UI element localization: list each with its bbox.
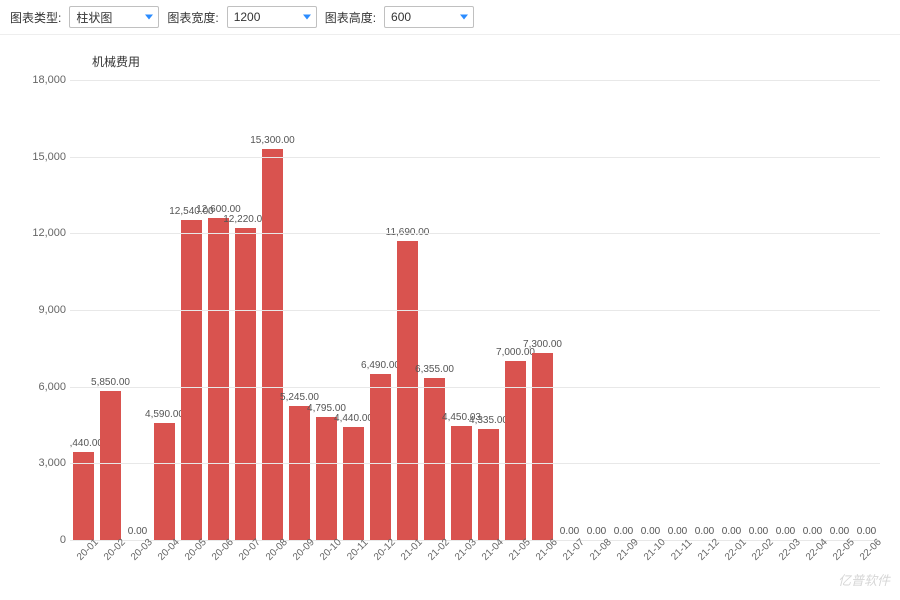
chart-bar[interactable] [424,378,445,540]
chart-type-value: 柱状图 [76,9,112,26]
bar-value-label: 15,300.00 [250,135,295,146]
chart-type-select[interactable]: 柱状图 [69,6,159,28]
bar-value-label: 0.00 [695,526,714,537]
chart-width-value: 1200 [234,10,261,24]
bar-value-label: 4,590.00 [145,409,184,420]
bar-value-label: 0.00 [776,526,795,537]
y-axis-tick: 6,000 [28,381,66,393]
chart-bar[interactable] [154,423,175,540]
bar-value-label: 4,440.00 [334,413,373,424]
y-axis-tick: 15,000 [28,151,66,163]
bar-value-label: 6,355.00 [415,364,454,375]
chart-controls: 图表类型: 柱状图 图表宽度: 1200 图表高度: 600 [0,0,900,35]
y-axis-tick: 3,000 [28,457,66,469]
chevron-down-icon [303,15,311,20]
chart-bar[interactable] [478,429,499,540]
chart-bar[interactable] [289,406,310,540]
chart-bar[interactable] [100,391,121,541]
bar-value-label: 0.00 [722,526,741,537]
chart-title: 机械费用 [92,53,140,70]
chart-bar[interactable] [73,452,94,540]
chevron-down-icon [145,15,153,20]
chart-type-label: 图表类型: [10,9,61,26]
y-axis-tick: 12,000 [28,227,66,239]
chart-bar[interactable] [316,417,337,540]
bar-value-label: 0.00 [668,526,687,537]
chart-bar[interactable] [532,353,553,540]
chart-height-value: 600 [391,10,411,24]
bar-value-label: 0.00 [749,526,768,537]
chevron-down-icon [460,15,468,20]
bar-value-label: 3,440.00 [70,438,103,449]
bar-value-label: 0.00 [857,526,876,537]
chart-height-select[interactable]: 600 [384,6,474,28]
bar-value-label: 0.00 [830,526,849,537]
grid-line [70,463,880,464]
bar-value-label: 5,245.00 [280,392,319,403]
chart-bar[interactable] [262,149,283,540]
y-axis-tick: 18,000 [28,74,66,86]
chart-bar[interactable] [370,374,391,540]
chart-bar[interactable] [208,218,229,540]
grid-line [70,157,880,158]
bar-value-label: 4,335.00 [469,415,508,426]
chart-bar[interactable] [505,361,526,540]
y-axis-tick: 0 [28,534,66,546]
grid-line [70,387,880,388]
chart-bar[interactable] [181,220,202,540]
bar-value-label: 7,300.00 [523,339,562,350]
chart-bar[interactable] [235,228,256,540]
bar-value-label: 0.00 [560,526,579,537]
chart-plot-area: 3,440.005,850.000.004,590.0012,540.0012,… [70,80,880,560]
bar-value-label: 0.00 [614,526,633,537]
chart-width-select[interactable]: 1200 [227,6,317,28]
chart-container: 机械费用 3,440.005,850.000.004,590.0012,540.… [0,35,900,595]
grid-line [70,310,880,311]
bar-value-label: 6,490.00 [361,360,400,371]
bar-value-label: 0.00 [587,526,606,537]
grid-line [70,80,880,81]
chart-bar[interactable] [343,427,364,540]
chart-bar[interactable] [451,426,472,540]
y-axis-tick: 9,000 [28,304,66,316]
bar-value-label: 0.00 [641,526,660,537]
bar-value-label: 0.00 [128,526,147,537]
bar-value-label: 0.00 [803,526,822,537]
chart-height-label: 图表高度: [325,9,376,26]
chart-width-label: 图表宽度: [167,9,218,26]
chart-bar[interactable] [397,241,418,540]
grid-line [70,233,880,234]
watermark: 亿普软件 [838,570,890,589]
